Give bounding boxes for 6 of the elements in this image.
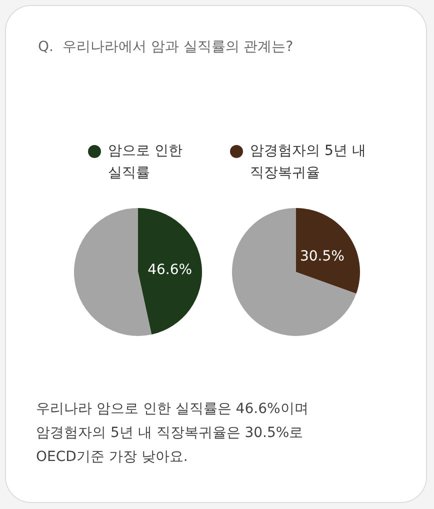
data-label: 46.6% [148,262,192,278]
chart-title: Q. 우리나라에서 암과 실직률의 관계는? [38,38,294,56]
legend-label: 암으로 인한 실직률 [108,142,184,183]
data-label: 30.5% [300,248,344,264]
legend-label: 암경험자의 5년 내 직장복귀율 [250,142,367,183]
text: 우리나라 암으로 인한 실직률은 46.6%이며 암경험자의 5년 내 직장복귀율은 30.5%로 OECD기준 가장 낮아요. [36,400,310,467]
